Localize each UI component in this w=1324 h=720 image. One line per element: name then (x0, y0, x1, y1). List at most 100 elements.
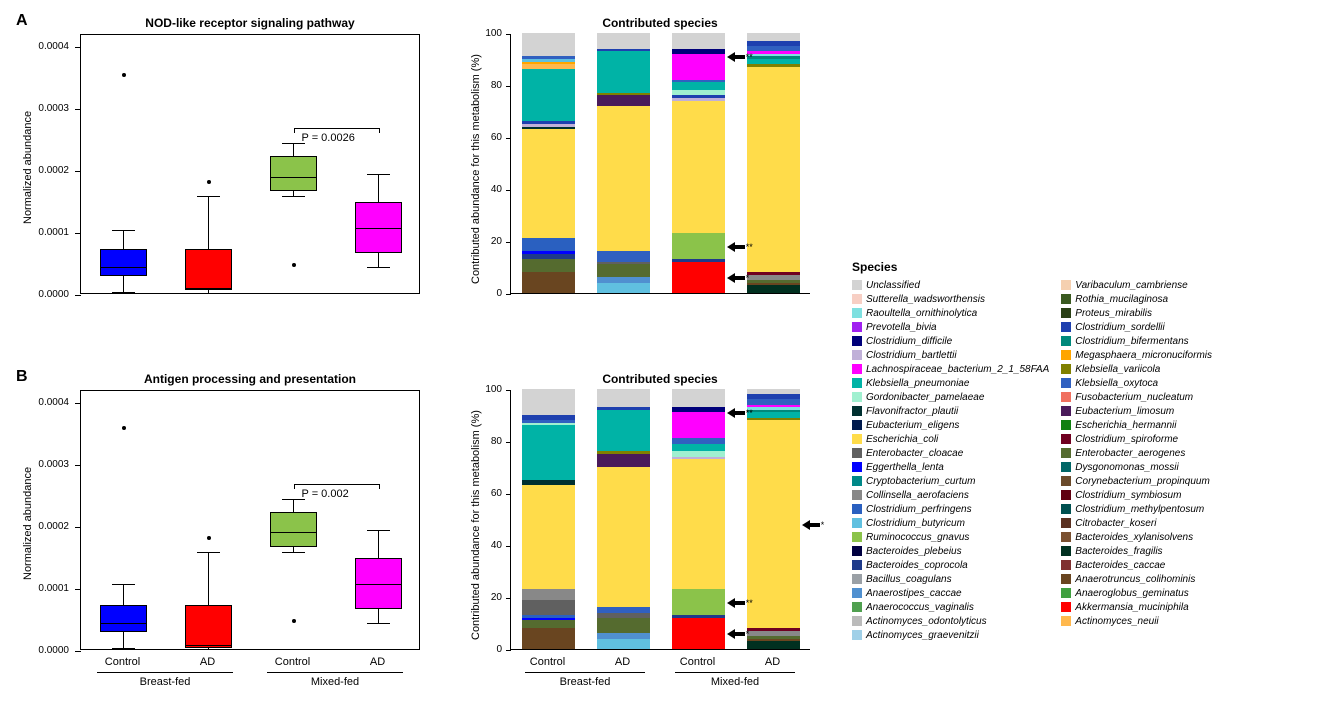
bar-segment (747, 54, 800, 57)
legend-label: Corynebacterium_propinquum (1075, 476, 1210, 487)
bar-segment (747, 51, 800, 54)
bar-segment (672, 90, 725, 95)
bar-segment (522, 56, 575, 59)
bar-segment (522, 254, 575, 259)
arrow-marker: ** (727, 242, 753, 252)
legend-label: Bacteroides_coprocola (866, 560, 968, 571)
group-line (675, 672, 795, 673)
bar-segment (672, 457, 725, 460)
sig-label: * (746, 273, 750, 283)
legend-swatch (1061, 294, 1071, 304)
ytick (75, 465, 81, 466)
whisker-cap (197, 649, 220, 650)
bar-segment (747, 46, 800, 51)
legend-label: Actinomyces_graevenitzii (866, 630, 979, 641)
legend-item: Bacteroides_xylanisolvens (1061, 530, 1212, 544)
legend-label: Clostridium_methylpentosum (1075, 504, 1204, 515)
bar-segment (597, 451, 650, 454)
ytick (75, 171, 81, 172)
median (185, 645, 232, 646)
bar-segment (747, 285, 800, 293)
legend-item: Bacteroides_fragilis (1061, 544, 1212, 558)
legend-item: Anaerococcus_vaginalis (852, 600, 1049, 614)
box (270, 512, 317, 547)
legend-label: Eubacterium_eligens (866, 420, 959, 431)
bar-segment (672, 444, 725, 452)
ytick (75, 47, 81, 48)
group-line (267, 672, 403, 673)
legend-label: Bacteroides_plebeius (866, 546, 962, 557)
median (355, 228, 402, 229)
legend-label: Clostridium_spiroforme (1075, 434, 1178, 445)
bar-segment (747, 628, 800, 631)
whisker (293, 499, 294, 511)
legend-swatch (1061, 364, 1071, 374)
outlier (207, 180, 211, 184)
pval-bracket (294, 128, 379, 129)
legend-item: Anaerotruncus_colihominis (1061, 572, 1212, 586)
xtick-label: Control (250, 656, 335, 668)
bar-segment (522, 615, 575, 618)
pval-bracket (294, 128, 295, 133)
bar-segment (522, 423, 575, 426)
bar-segment (522, 251, 575, 254)
legend-item: Cryptobacterium_curtum (852, 474, 1049, 488)
bar-segment (597, 262, 650, 265)
legend-swatch (1061, 490, 1071, 500)
arrow-marker: * (727, 629, 750, 639)
bar-segment (747, 631, 800, 636)
legend-swatch (852, 476, 862, 486)
legend-label: Klebsiella_pneumoniae (866, 378, 969, 389)
bar-segment (522, 480, 575, 485)
legend-swatch (1061, 574, 1071, 584)
legend-label: Bacillus_coagulans (866, 574, 952, 585)
panel-label-a: A (16, 12, 28, 30)
bar-segment (522, 272, 575, 293)
ytick (506, 598, 511, 599)
pval-label: P = 0.0026 (302, 132, 355, 144)
legend-label: Dysgonomonas_mossii (1075, 462, 1178, 473)
bar-segment (747, 394, 800, 399)
xtick-label: Control (660, 656, 735, 668)
legend-label: Eggerthella_lenta (866, 462, 944, 473)
legend-swatch (1061, 406, 1071, 416)
box (100, 249, 147, 277)
ytick-label: 60 (491, 132, 502, 143)
bar-segment (522, 238, 575, 251)
bar-segment (672, 262, 725, 293)
legend-label: Lachnospiraceae_bacterium_2_1_58FAA (866, 364, 1049, 375)
boxplot: 0.00000.00010.00020.00030.0004P = 0.002 (80, 390, 420, 650)
legend-swatch (1061, 336, 1071, 346)
whisker-cap (367, 267, 390, 268)
median (355, 584, 402, 585)
bar-segment (597, 33, 650, 49)
bar-segment (747, 41, 800, 46)
legend-swatch (852, 336, 862, 346)
box (100, 605, 147, 633)
ytick (75, 109, 81, 110)
legend-swatch (852, 560, 862, 570)
group-label: Mixed-fed (267, 676, 403, 688)
whisker-cap (112, 584, 135, 585)
whisker-cap (197, 196, 220, 197)
legend-label: Anaerotruncus_colihominis (1075, 574, 1195, 585)
boxplot: 0.00000.00010.00020.00030.0004P = 0.0026 (80, 34, 420, 294)
legend-label: Clostridium_sordellii (1075, 322, 1164, 333)
ytick-label: 0.0000 (23, 289, 69, 300)
ytick (506, 650, 511, 651)
legend-swatch (852, 280, 862, 290)
legend-label: Unclassified (866, 280, 920, 291)
bar-segment (747, 639, 800, 642)
legend-swatch (852, 294, 862, 304)
bar-title: Contributed species (510, 16, 810, 30)
legend-label: Rothia_mucilaginosa (1075, 294, 1168, 305)
whisker-cap (197, 552, 220, 553)
bar-segment (597, 49, 650, 52)
bar-segment (597, 95, 650, 105)
legend-swatch (1061, 308, 1071, 318)
ytick (75, 403, 81, 404)
legend-label: Klebsiella_variicola (1075, 364, 1160, 375)
legend-label: Anaerococcus_vaginalis (866, 602, 974, 613)
legend-item: Klebsiella_variicola (1061, 362, 1212, 376)
pval-bracket (294, 484, 295, 489)
